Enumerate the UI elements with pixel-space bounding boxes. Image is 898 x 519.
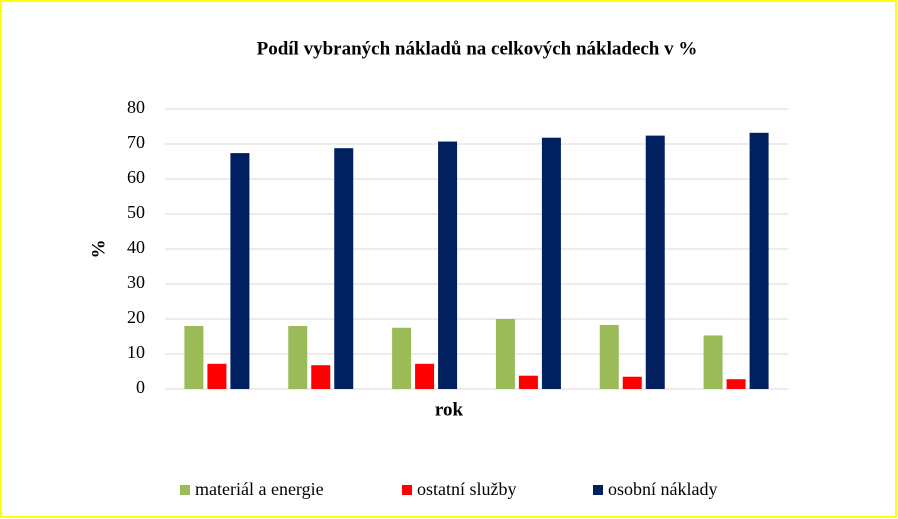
- bar: [230, 153, 250, 389]
- y-axis-label: %: [88, 240, 109, 259]
- bar: [311, 365, 331, 389]
- bar: [392, 327, 412, 389]
- y-tick-label: 70: [127, 132, 145, 152]
- x-axis-label: rok: [435, 399, 464, 420]
- bar: [726, 379, 746, 389]
- legend-swatch: [402, 485, 412, 495]
- y-tick-label: 20: [127, 307, 145, 327]
- bar: [495, 319, 515, 389]
- bar: [749, 132, 769, 390]
- bar: [288, 326, 308, 389]
- bar: [334, 148, 354, 389]
- legend-swatch: [180, 485, 190, 495]
- legend-label: materiál a energie: [195, 479, 324, 499]
- y-tick-label: 30: [127, 272, 145, 292]
- y-tick-label: 80: [127, 97, 145, 117]
- y-tick-label: 0: [136, 377, 145, 397]
- bar: [703, 335, 723, 389]
- y-tick-label: 50: [127, 202, 145, 222]
- legend-label: ostatní služby: [417, 479, 517, 499]
- bar: [622, 376, 642, 389]
- y-tick-label: 10: [127, 342, 145, 362]
- bar: [518, 375, 538, 389]
- bar: [541, 137, 561, 389]
- y-tick-label: 40: [127, 237, 145, 257]
- bar: [184, 326, 204, 389]
- y-tick-label: 60: [127, 167, 145, 187]
- bar: [645, 135, 665, 389]
- bar: [438, 141, 458, 389]
- legend-swatch: [593, 485, 603, 495]
- chart-title: Podíl vybraných nákladů na celkových nák…: [257, 38, 698, 59]
- bar: [599, 324, 619, 389]
- bar: [415, 363, 435, 389]
- legend-label: osobní náklady: [608, 479, 718, 499]
- bar: [207, 363, 227, 389]
